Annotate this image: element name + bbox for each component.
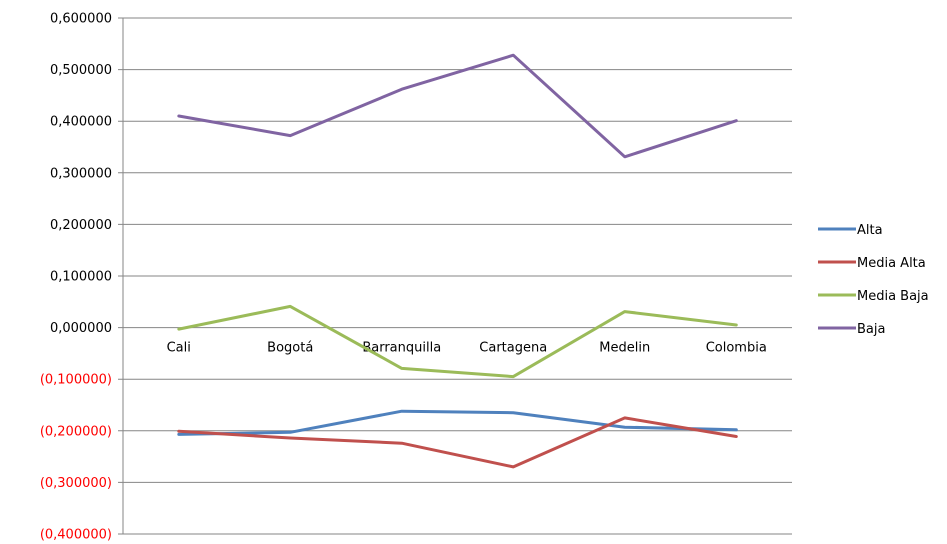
y-tick-label: 0,200000 [50, 218, 112, 233]
series-lines [177, 53, 738, 469]
gridlines [118, 17, 792, 535]
y-axis-tick-labels: 0,600000 0,500000 0,400000 0,300000 0,200000… [40, 12, 112, 543]
y-tick-label: 0,600000 [50, 12, 112, 27]
x-category-label: Cali [167, 341, 191, 356]
x-axis-category-labels: Cali Bogotá Barranquilla Cartagena Medelin Co… [167, 341, 767, 356]
y-tick-label: (0,400000) [40, 528, 112, 543]
y-tick-label: 0,100000 [50, 270, 112, 285]
legend: Alta Media Alta Media Baja Baja [818, 223, 929, 337]
y-tick-label: (0,200000) [40, 424, 112, 439]
x-category-label: Medelin [599, 341, 650, 356]
x-category-label: Cartagena [479, 341, 547, 356]
y-tick-label: 0,000000 [50, 321, 112, 336]
y-tick-label: 0,300000 [50, 166, 112, 181]
series-line-media-alta [177, 416, 738, 469]
series-line-alta [177, 409, 738, 436]
y-tick-label: 0,500000 [50, 63, 112, 78]
x-category-label: Colombia [706, 341, 767, 356]
y-tick-label: (0,300000) [40, 476, 112, 491]
x-category-label: Barranquilla [362, 341, 441, 356]
y-tick-label: 0,400000 [50, 115, 112, 130]
legend-label: Media Alta [857, 256, 926, 271]
series-line-baja [177, 53, 738, 159]
x-category-label: Bogotá [267, 341, 313, 356]
series-line-media-baja [177, 304, 738, 379]
y-tick-label: (0,100000) [40, 373, 112, 388]
legend-label: Baja [857, 322, 885, 337]
legend-label: Alta [857, 223, 883, 238]
legend-label: Media Baja [857, 289, 929, 304]
